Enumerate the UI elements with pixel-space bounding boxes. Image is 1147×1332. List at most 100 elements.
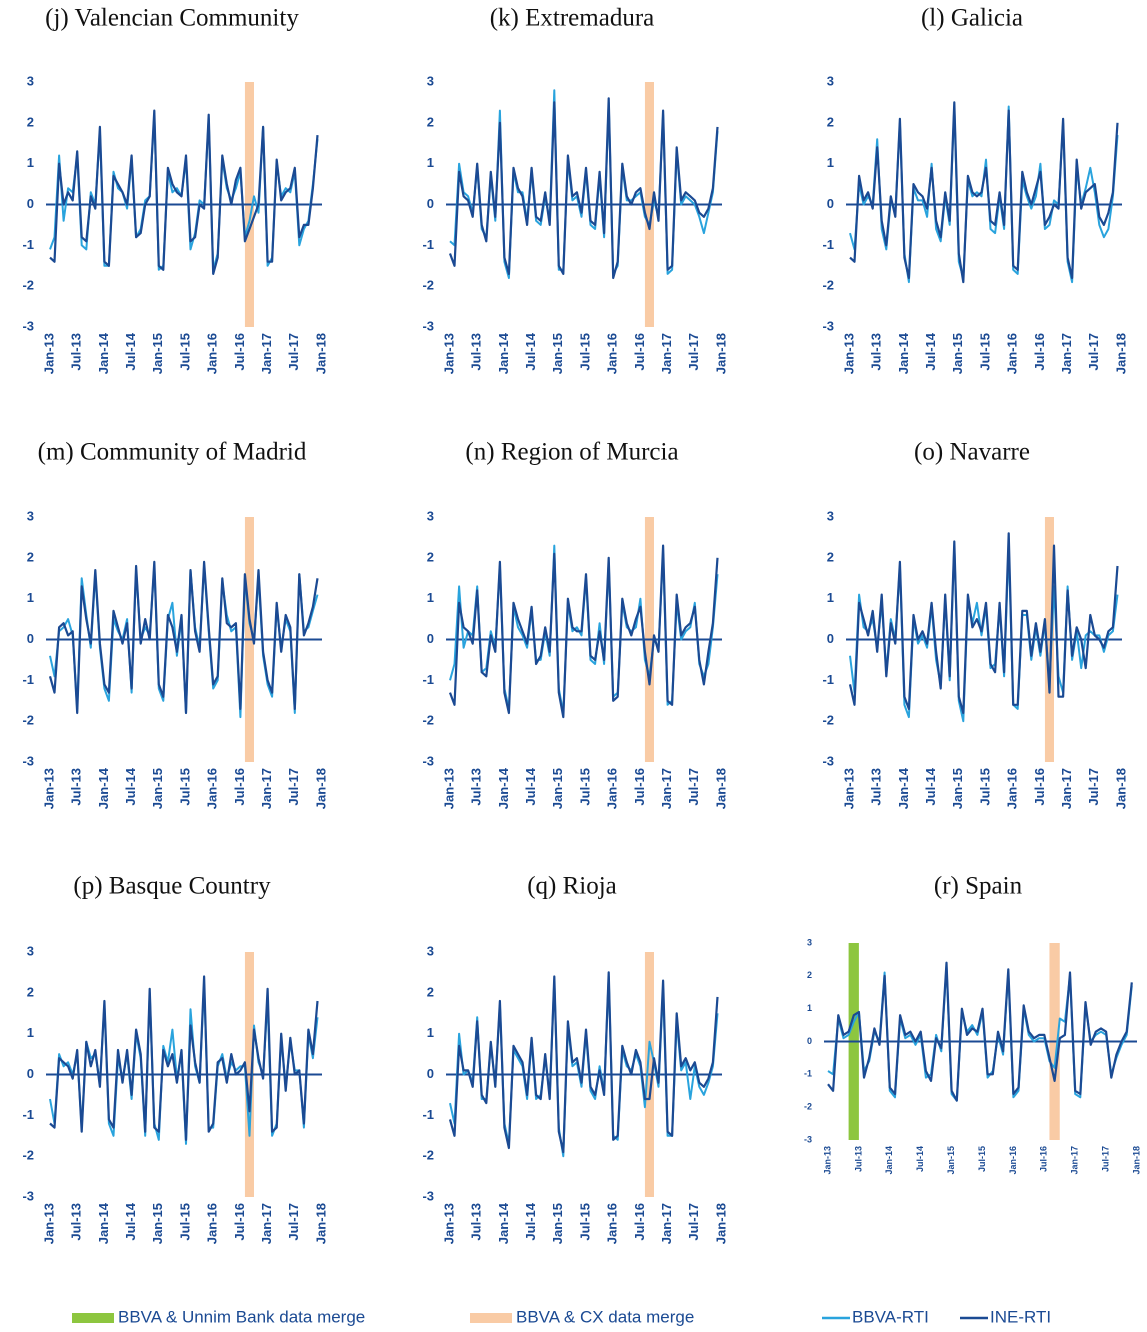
x-tick-label: Jan-17 [259,1203,274,1244]
y-tick-label: 1 [427,1025,434,1040]
y-tick-label: -1 [422,237,434,252]
x-tick-label: Jan-14 [896,767,911,809]
x-tick-label: Jan-13 [41,768,56,809]
chart-title: (r) Spain [934,873,1023,900]
x-tick-label: Jul-14 [123,1202,138,1240]
x-tick-label: Jan-16 [205,1203,220,1244]
legend-label: INE-RTI [990,1307,1051,1326]
x-tick-label: Jan-14 [496,332,511,374]
x-tick-label: Jan-18 [1113,333,1128,374]
y-tick-label: 3 [827,508,834,523]
x-tick-label: Jul-15 [977,333,992,371]
x-tick-label: Jan-15 [550,768,565,809]
y-tick-label: 0 [27,631,34,646]
x-tick-label: Jul-13 [469,768,484,806]
x-tick-label: Jul-15 [177,1203,192,1241]
x-tick-label: Jul-17 [686,768,701,806]
series-line [849,105,1119,284]
y-tick-label: 2 [27,984,34,999]
x-tick-label: Jan-18 [313,333,328,374]
x-tick-label: Jul-17 [686,1203,701,1241]
y-tick-label: 2 [27,549,34,564]
legend-label: BBVA & CX data merge [516,1307,694,1326]
x-tick-label: Jul-16 [632,768,647,806]
x-tick-label: Jan-13 [41,333,56,374]
y-tick-label: -2 [22,278,34,293]
x-tick-label: Jan-15 [150,333,165,374]
x-tick-label: Jul-13 [853,1146,863,1172]
x-tick-label: Jul-14 [523,1202,538,1240]
y-tick-label: 1 [827,155,834,170]
y-tick-label: -3 [22,1188,34,1203]
x-tick-label: Jul-15 [977,768,992,806]
x-tick-label: Jul-16 [232,333,247,371]
x-tick-label: Jul-14 [523,767,538,805]
y-tick-label: -1 [804,1069,812,1079]
series-line [448,971,719,1154]
x-tick-label: Jul-14 [123,767,138,805]
x-tick-label: Jan-13 [41,1203,56,1244]
x-tick-label: Jan-14 [896,332,911,374]
y-tick-label: 1 [807,1003,812,1013]
x-tick-label: Jan-17 [259,333,274,374]
legend-swatch [72,1313,114,1323]
y-tick-label: -3 [804,1134,812,1144]
y-tick-label: -3 [422,318,434,333]
y-tick-label: 0 [807,1036,812,1046]
x-tick-label: Jul-13 [469,333,484,371]
chart-title: (n) Region of Murcia [465,439,678,466]
x-tick-label: Jan-15 [550,1203,565,1244]
series-line [49,113,319,271]
y-tick-label: 3 [427,73,434,88]
x-tick-label: Jan-14 [884,1146,894,1175]
y-tick-label: 3 [427,508,434,523]
series-line [49,109,319,275]
x-tick-label: Jan-15 [550,333,565,374]
x-tick-label: Jul-14 [915,1146,925,1172]
x-tick-label: Jan-13 [822,1146,832,1175]
x-tick-label: Jul-16 [1039,1146,1049,1172]
x-tick-label: Jul-13 [69,1203,84,1241]
y-tick-label: -3 [422,1188,434,1203]
x-tick-label: Jan-14 [496,1202,511,1244]
x-tick-label: Jul-16 [232,1203,247,1241]
x-tick-label: Jan-13 [841,333,856,374]
y-tick-label: 3 [27,943,34,958]
x-tick-label: Jan-17 [659,768,674,809]
x-tick-label: Jul-16 [1032,333,1047,371]
series-line [448,544,719,719]
y-tick-label: 1 [827,590,834,605]
x-tick-label: Jul-16 [232,768,247,806]
y-tick-label: 2 [27,114,34,129]
y-tick-label: -1 [822,672,834,687]
x-tick-label: Jul-13 [69,333,84,371]
legend-label: BBVA-RTI [852,1307,929,1326]
x-tick-label: Jul-14 [923,332,938,370]
series-line [448,97,719,280]
x-tick-label: Jan-18 [1113,768,1128,809]
x-tick-label: Jul-14 [523,332,538,370]
y-tick-label: 2 [427,984,434,999]
y-tick-label: 0 [827,631,834,646]
y-tick-label: -2 [422,713,434,728]
legend-label: BBVA & Unnim Bank data merge [118,1307,365,1326]
x-tick-label: Jan-16 [205,333,220,374]
x-tick-label: Jan-14 [496,767,511,809]
x-tick-label: Jul-14 [123,332,138,370]
x-tick-label: Jul-16 [1032,768,1047,806]
x-tick-label: Jan-17 [259,768,274,809]
y-tick-label: 1 [27,155,34,170]
y-tick-label: -2 [22,713,34,728]
x-tick-label: Jan-18 [313,768,328,809]
x-tick-label: Jan-13 [441,333,456,374]
series-line [449,544,719,714]
x-tick-label: Jul-15 [177,768,192,806]
x-tick-label: Jul-16 [632,333,647,371]
y-tick-label: 0 [827,196,834,211]
x-tick-label: Jan-17 [1059,333,1074,374]
x-tick-label: Jan-15 [950,333,965,374]
x-tick-label: Jul-17 [286,1203,301,1241]
y-tick-label: 1 [427,590,434,605]
y-tick-label: 0 [427,196,434,211]
